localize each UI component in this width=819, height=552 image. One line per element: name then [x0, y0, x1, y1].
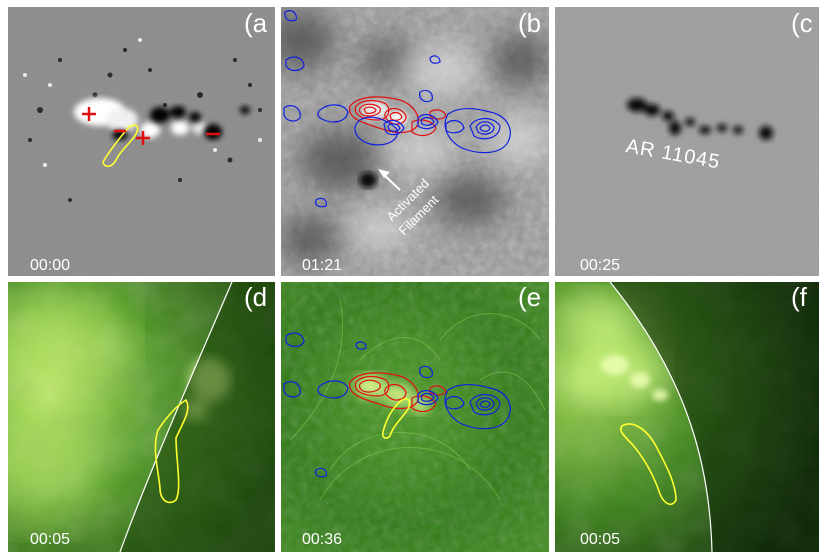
panel-f [555, 282, 819, 552]
timestamp-a: 00:00 [30, 257, 70, 274]
panel-d [8, 282, 275, 552]
sunspot-group [627, 98, 773, 140]
filament-outline [382, 398, 411, 439]
negative-contours [283, 10, 511, 208]
panel-letter-d: (d [244, 282, 267, 312]
panel-letter-f: (f [791, 282, 808, 312]
panel-b: Activated Filament [281, 7, 549, 276]
timestamp-d: 00:05 [30, 531, 70, 548]
panel-a [8, 7, 275, 276]
panel-letter-b: (b [518, 8, 541, 38]
timestamp-f: 00:05 [580, 531, 620, 548]
timestamp-b: 01:21 [302, 257, 342, 274]
polarity-markers [82, 107, 220, 145]
timestamp-e: 00:36 [302, 531, 342, 548]
negative-contours [283, 332, 511, 478]
panel-letter-e: (e [518, 282, 541, 312]
solar-limb [119, 282, 233, 552]
panel-letter-c: (c [791, 8, 813, 38]
panel-labels: (a (b (c (d (e (f 00:00 01:21 00:25 00:0… [30, 8, 813, 548]
filament-outline [154, 398, 189, 504]
panel-c: AR 11045 [555, 7, 819, 276]
filament-outline [619, 423, 677, 506]
panel-letter-a: (a [244, 8, 268, 38]
solar-limb [609, 282, 713, 552]
panel-e [281, 282, 549, 552]
filament-outline [102, 124, 139, 168]
timestamp-c: 00:25 [580, 257, 620, 274]
